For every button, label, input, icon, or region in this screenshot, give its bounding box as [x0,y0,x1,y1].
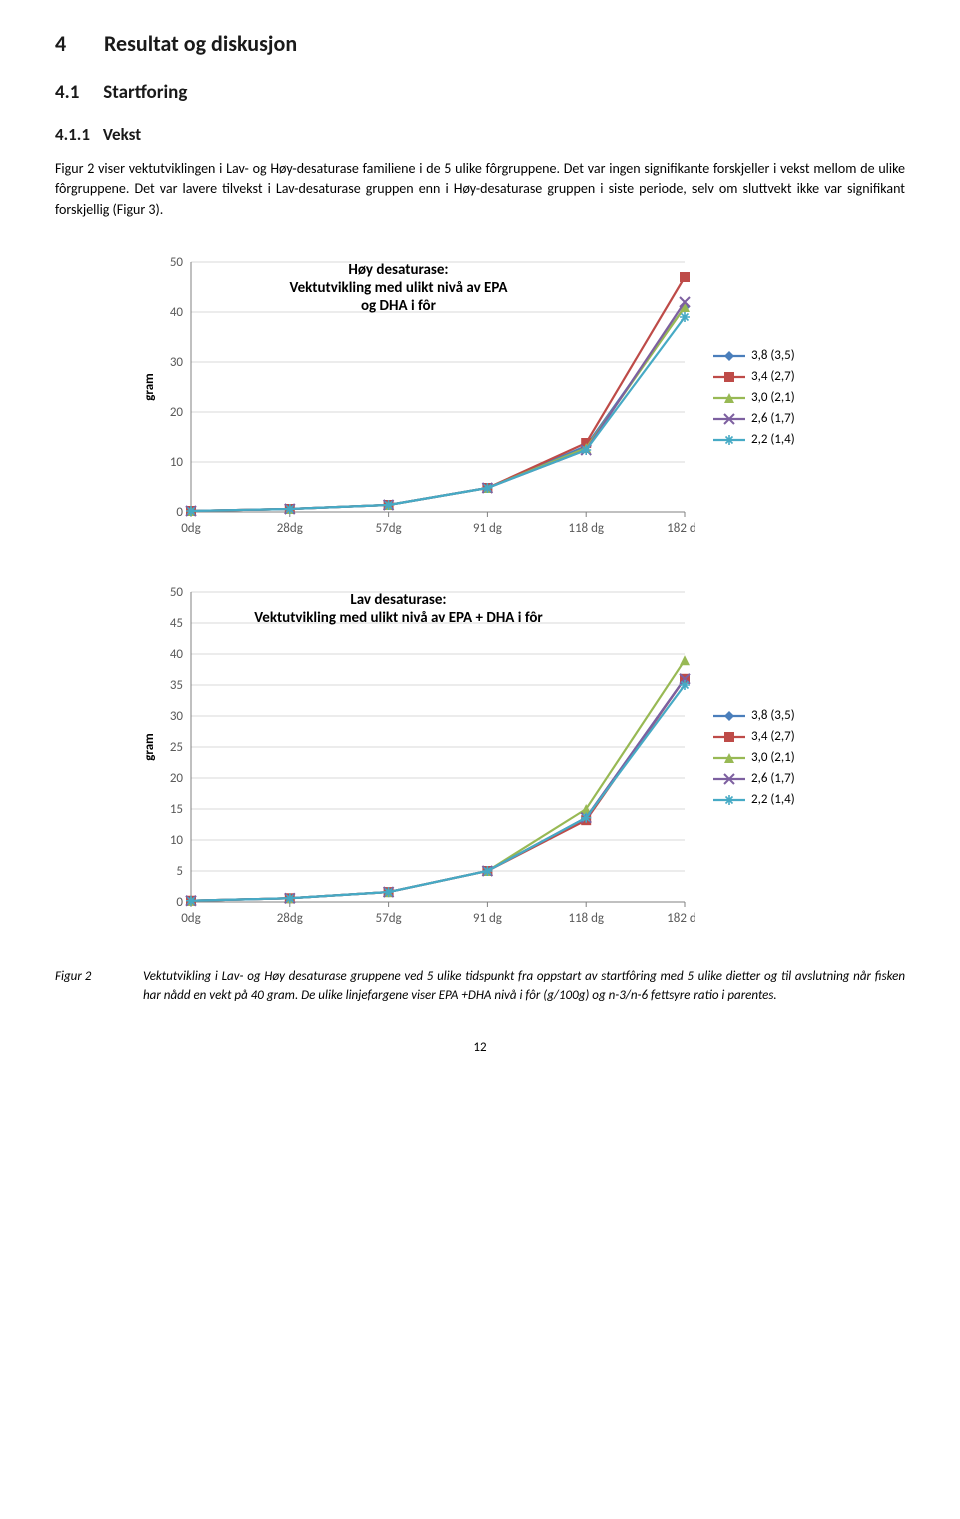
svg-text:28dg: 28dg [277,911,303,926]
legend-label: 2,6 (1,7) [751,411,795,426]
legend-item: 3,0 (2,1) [713,750,795,765]
svg-text:20: 20 [170,771,184,786]
svg-text:20: 20 [170,405,184,420]
svg-text:Lav desaturase:: Lav desaturase: [350,591,446,609]
heading-3: 4.1.1 Vekst [55,124,905,145]
legend-label: 3,4 (2,7) [751,729,795,744]
legend-label: 2,2 (1,4) [751,432,795,447]
svg-text:gram: gram [142,373,157,401]
svg-text:45: 45 [170,616,183,631]
svg-text:10: 10 [170,455,184,470]
svg-text:91 dg: 91 dg [473,911,502,926]
svg-text:0: 0 [176,895,183,910]
legend-label: 3,8 (3,5) [751,708,795,723]
svg-text:10: 10 [170,833,184,848]
chart-2-plot: 0 5 10 15 20 25 30 35 40 45 50 0dg 28dg 57dg 91 dg 118 … [135,578,695,938]
legend-item: 3,4 (2,7) [713,729,795,744]
chart-1-legend: 3,8 (3,5) 3,4 (2,7) 3,0 (2,1) 2,6 (1,7) 2,2 … [695,248,795,548]
heading-2-number: 4.1 [55,81,99,104]
svg-text:0dg: 0dg [181,911,201,926]
svg-text:0dg: 0dg [181,521,201,536]
legend-item: 2,6 (1,7) [713,411,795,426]
heading-2: 4.1 Startforing [55,81,905,104]
svg-text:182 dg: 182 dg [667,911,695,926]
svg-text:og DHA i fôr: og DHA i fôr [361,297,437,315]
legend-item: 3,8 (3,5) [713,348,795,363]
chart-2-legend: 3,8 (3,5) 3,4 (2,7) 3,0 (2,1) 2,6 (1,7) 2,2 … [695,578,795,938]
svg-text:118 dg: 118 dg [568,521,604,536]
svg-text:35: 35 [170,678,183,693]
svg-text:50: 50 [170,585,184,600]
svg-text:Høy desaturase:: Høy desaturase: [348,261,448,279]
heading-1: 4 Resultat og diskusjon [55,30,905,57]
legend-label: 3,0 (2,1) [751,750,795,765]
svg-text:91 dg: 91 dg [473,521,502,536]
svg-text:gram: gram [142,733,157,761]
legend-item: 3,8 (3,5) [713,708,795,723]
figure-caption-text: Vektutvikling i Lav- og Høy desaturase g… [143,968,905,1006]
svg-text:57dg: 57dg [376,911,402,926]
svg-text:28dg: 28dg [277,521,303,536]
body-paragraph: Figur 2 viser vektutviklingen i Lav- og … [55,159,905,220]
heading-1-text: Resultat og diskusjon [104,30,297,57]
legend-label: 3,4 (2,7) [751,369,795,384]
svg-text:50: 50 [170,255,184,270]
svg-text:0: 0 [176,505,183,520]
legend-label: 3,8 (3,5) [751,348,795,363]
legend-item: 2,2 (1,4) [713,432,795,447]
heading-3-number: 4.1.1 [55,124,99,145]
heading-3-text: Vekst [103,124,141,145]
svg-text:182 dg: 182 dg [667,521,695,536]
svg-text:25: 25 [170,740,183,755]
figure-caption-label: Figur 2 [55,968,115,1006]
svg-text:40: 40 [170,647,184,662]
heading-2-text: Startforing [103,81,187,104]
svg-text:30: 30 [170,709,184,724]
svg-text:118 dg: 118 dg [568,911,604,926]
svg-text:30: 30 [170,355,184,370]
svg-text:5: 5 [176,864,183,879]
chart-1-plot: 0 10 20 30 40 50 0dg 28dg 57dg 91 dg 118 dg 182 dg g… [135,248,695,548]
chart-hoy-desaturase: 0 10 20 30 40 50 0dg 28dg 57dg 91 dg 118 dg 182 dg g… [135,248,825,548]
legend-label: 2,2 (1,4) [751,792,795,807]
legend-item: 3,4 (2,7) [713,369,795,384]
svg-text:15: 15 [170,802,183,817]
svg-text:40: 40 [170,305,184,320]
legend-label: 2,6 (1,7) [751,771,795,786]
legend-item: 3,0 (2,1) [713,390,795,405]
figure-caption: Figur 2 Vektutvikling i Lav- og Høy desa… [55,968,905,1006]
svg-text:Vektutvikling med ulikt nivå a: Vektutvikling med ulikt nivå av EPA [290,279,509,297]
legend-item: 2,2 (1,4) [713,792,795,807]
svg-text:Vektutvikling med ulikt nivå a: Vektutvikling med ulikt nivå av EPA + DH… [254,609,543,627]
page-number: 12 [55,1040,905,1055]
svg-text:57dg: 57dg [376,521,402,536]
legend-item: 2,6 (1,7) [713,771,795,786]
heading-1-number: 4 [55,30,99,57]
chart-lav-desaturase: 0 5 10 15 20 25 30 35 40 45 50 0dg 28dg 57dg 91 dg 118 … [135,578,825,938]
legend-label: 3,0 (2,1) [751,390,795,405]
